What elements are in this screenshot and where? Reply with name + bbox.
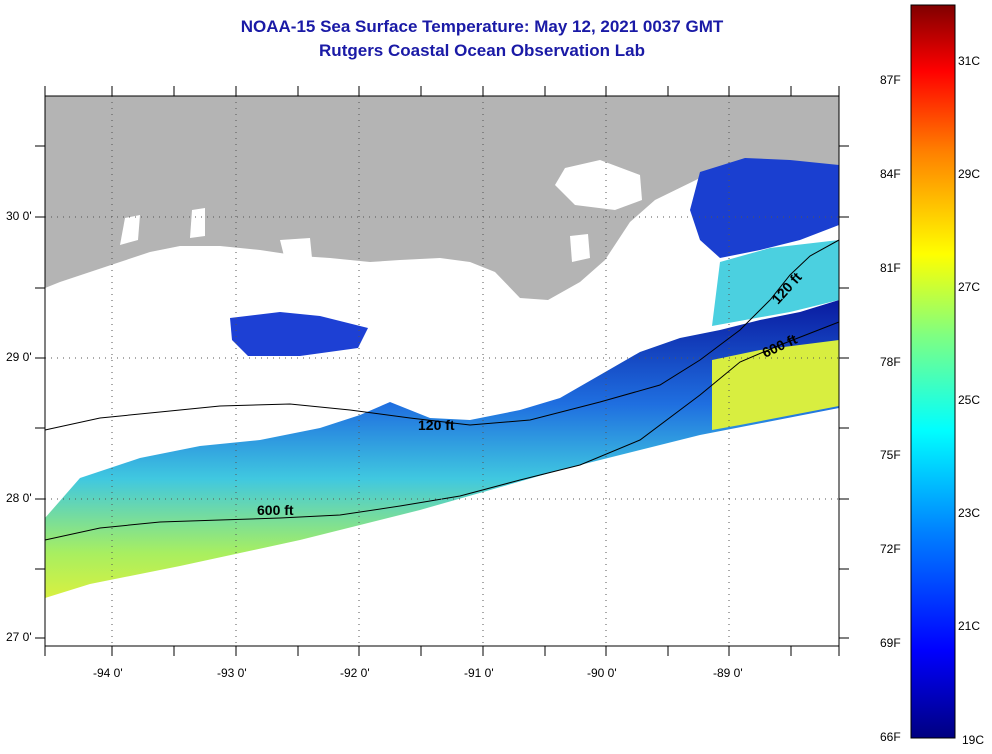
colorbar-c-label: 29C [958, 167, 981, 181]
map-title: NOAA-15 Sea Surface Temperature: May 12,… [240, 17, 724, 36]
lake [190, 208, 205, 238]
lat-label: 27 0' [6, 630, 32, 644]
lon-label: -89 0' [713, 666, 743, 680]
contour-label: 120 ft [418, 417, 455, 433]
colorbar-f-label: 84F [880, 167, 901, 181]
colorbar [910, 4, 956, 739]
sst-warm-patch [712, 240, 839, 326]
lat-label: 29 0' [6, 350, 32, 364]
colorbar-f-label: 66F [880, 730, 901, 744]
lon-label: -94 0' [93, 666, 123, 680]
graticule [45, 96, 839, 646]
contour-label: 600 ft [257, 502, 294, 518]
lake [555, 160, 642, 210]
colorbar-c-label: 27C [958, 280, 981, 294]
sst-patch-central [230, 312, 368, 356]
colorbar-c-label: 23C [958, 506, 981, 520]
lat-label: 30 0' [6, 209, 32, 223]
colorbar-c-label: 21C [958, 619, 981, 633]
sst-warm-patch [712, 340, 839, 430]
colorbar-f-label: 69F [880, 636, 901, 650]
colorbar-c-label: 19C [962, 733, 985, 747]
lon-label: -90 0' [587, 666, 617, 680]
lake [280, 238, 312, 260]
lake [570, 234, 590, 262]
lat-label: 28 0' [6, 491, 32, 505]
colorbar-f-label: 81F [880, 261, 901, 275]
contour-600ft [44, 321, 840, 541]
colorbar-f-label: 78F [880, 355, 901, 369]
lon-label: -93 0' [217, 666, 247, 680]
colorbar-f-label: 72F [880, 542, 901, 556]
sst-swath-northeast [690, 158, 839, 258]
lon-label: -91 0' [464, 666, 494, 680]
land-area [45, 96, 839, 300]
sst-swath-west [45, 300, 839, 598]
lon-label: -92 0' [340, 666, 370, 680]
axis-ticks [35, 86, 849, 656]
colorbar-f-label: 87F [880, 73, 901, 87]
colorbar-c-label: 25C [958, 393, 981, 407]
map-subtitle: Rutgers Coastal Ocean Observation Lab [319, 41, 645, 60]
lake [120, 215, 140, 245]
contour-120ft [44, 239, 840, 431]
colorbar-f-label: 75F [880, 448, 901, 462]
colorbar-c-label: 31C [958, 54, 981, 68]
